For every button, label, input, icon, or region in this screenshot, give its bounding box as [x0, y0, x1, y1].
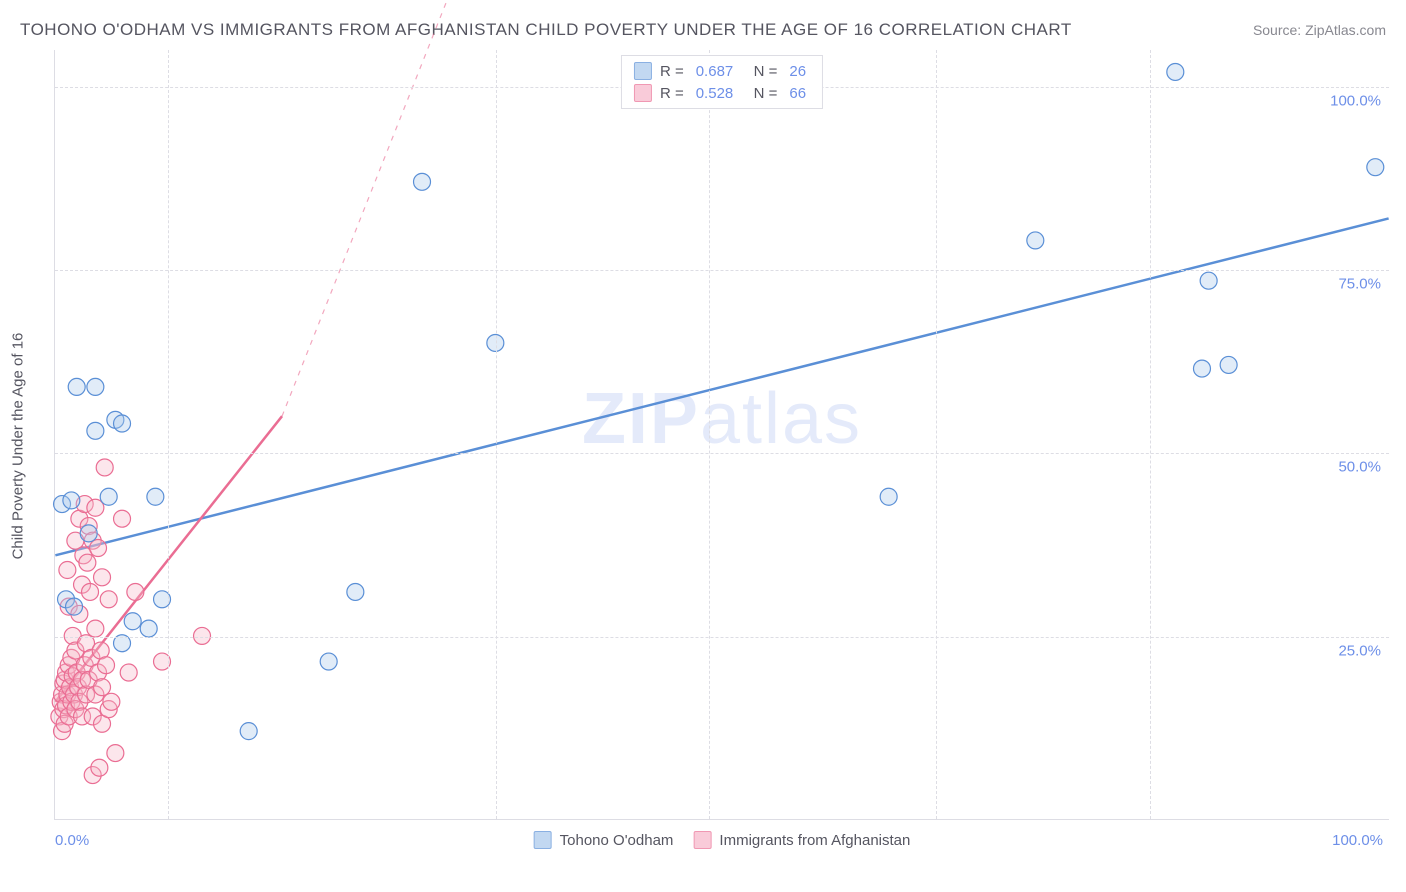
- data-point: [82, 583, 99, 600]
- data-point: [68, 378, 85, 395]
- legend-r-value: 0.528: [696, 85, 734, 102]
- y-tick-label: 100.0%: [1321, 92, 1381, 109]
- legend-top-row: R = 0.687 N = 26: [634, 60, 810, 82]
- data-point: [114, 510, 131, 527]
- x-tick-right: 100.0%: [1332, 832, 1383, 849]
- chart-area: ZIPatlas R = 0.687 N = 26R = 0.528 N = 6…: [54, 50, 1389, 820]
- gridline-v: [936, 50, 937, 819]
- data-point: [320, 653, 337, 670]
- source-label: Source: ZipAtlas.com: [1253, 22, 1386, 38]
- data-point: [100, 488, 117, 505]
- data-point: [94, 569, 111, 586]
- gridline-v: [709, 50, 710, 819]
- data-point: [98, 657, 115, 674]
- data-point: [414, 173, 431, 190]
- legend-r-value: 0.687: [696, 63, 734, 80]
- header: TOHONO O'ODHAM VS IMMIGRANTS FROM AFGHAN…: [20, 20, 1386, 40]
- legend-n-label: N =: [745, 85, 777, 102]
- y-axis-label: Child Poverty Under the Age of 16: [10, 333, 27, 560]
- data-point: [96, 459, 113, 476]
- data-point: [1193, 360, 1210, 377]
- data-point: [87, 620, 104, 637]
- data-point: [100, 591, 117, 608]
- regression-line-extrapolated: [282, 0, 509, 416]
- gridline-v: [1150, 50, 1151, 819]
- legend-n-value: 66: [789, 85, 806, 102]
- data-point: [1367, 159, 1384, 176]
- data-point: [90, 540, 107, 557]
- legend-top-row: R = 0.528 N = 66: [634, 82, 810, 104]
- data-point: [147, 488, 164, 505]
- y-tick-label: 25.0%: [1321, 642, 1381, 659]
- regression-line: [55, 218, 1388, 555]
- data-point: [87, 422, 104, 439]
- legend-label: Immigrants from Afghanistan: [719, 832, 910, 849]
- data-point: [140, 620, 157, 637]
- data-point: [1220, 356, 1237, 373]
- data-point: [59, 562, 76, 579]
- legend-r-label: R =: [660, 63, 684, 80]
- legend-bottom-item: Immigrants from Afghanistan: [693, 831, 910, 849]
- legend-swatch: [693, 831, 711, 849]
- data-point: [87, 378, 104, 395]
- plot-svg: [55, 50, 1389, 819]
- data-point: [94, 679, 111, 696]
- legend-swatch: [634, 62, 652, 80]
- chart-title: TOHONO O'ODHAM VS IMMIGRANTS FROM AFGHAN…: [20, 20, 1072, 40]
- data-point: [107, 745, 124, 762]
- legend-swatch: [534, 831, 552, 849]
- gridline-h: [55, 270, 1389, 271]
- y-tick-label: 75.0%: [1321, 276, 1381, 293]
- legend-r-label: R =: [660, 85, 684, 102]
- data-point: [347, 583, 364, 600]
- legend-n-value: 26: [789, 63, 806, 80]
- data-point: [120, 664, 137, 681]
- data-point: [240, 723, 257, 740]
- gridline-v: [168, 50, 169, 819]
- data-point: [1027, 232, 1044, 249]
- data-point: [66, 598, 83, 615]
- legend-label: Tohono O'odham: [560, 832, 674, 849]
- legend-swatch: [634, 84, 652, 102]
- data-point: [1200, 272, 1217, 289]
- data-point: [79, 554, 96, 571]
- y-tick-label: 50.0%: [1321, 459, 1381, 476]
- gridline-h: [55, 637, 1389, 638]
- legend-n-label: N =: [745, 63, 777, 80]
- data-point: [124, 613, 141, 630]
- x-tick-left: 0.0%: [55, 832, 89, 849]
- data-point: [114, 415, 131, 432]
- gridline-h: [55, 453, 1389, 454]
- data-point: [880, 488, 897, 505]
- legend-top: R = 0.687 N = 26R = 0.528 N = 66: [621, 55, 823, 109]
- data-point: [1167, 63, 1184, 80]
- data-point: [127, 583, 144, 600]
- legend-bottom-item: Tohono O'odham: [534, 831, 674, 849]
- gridline-v: [496, 50, 497, 819]
- data-point: [103, 693, 120, 710]
- data-point: [91, 759, 108, 776]
- data-point: [63, 492, 80, 509]
- data-point: [80, 525, 97, 542]
- legend-bottom: Tohono O'odham Immigrants from Afghanista…: [534, 831, 911, 849]
